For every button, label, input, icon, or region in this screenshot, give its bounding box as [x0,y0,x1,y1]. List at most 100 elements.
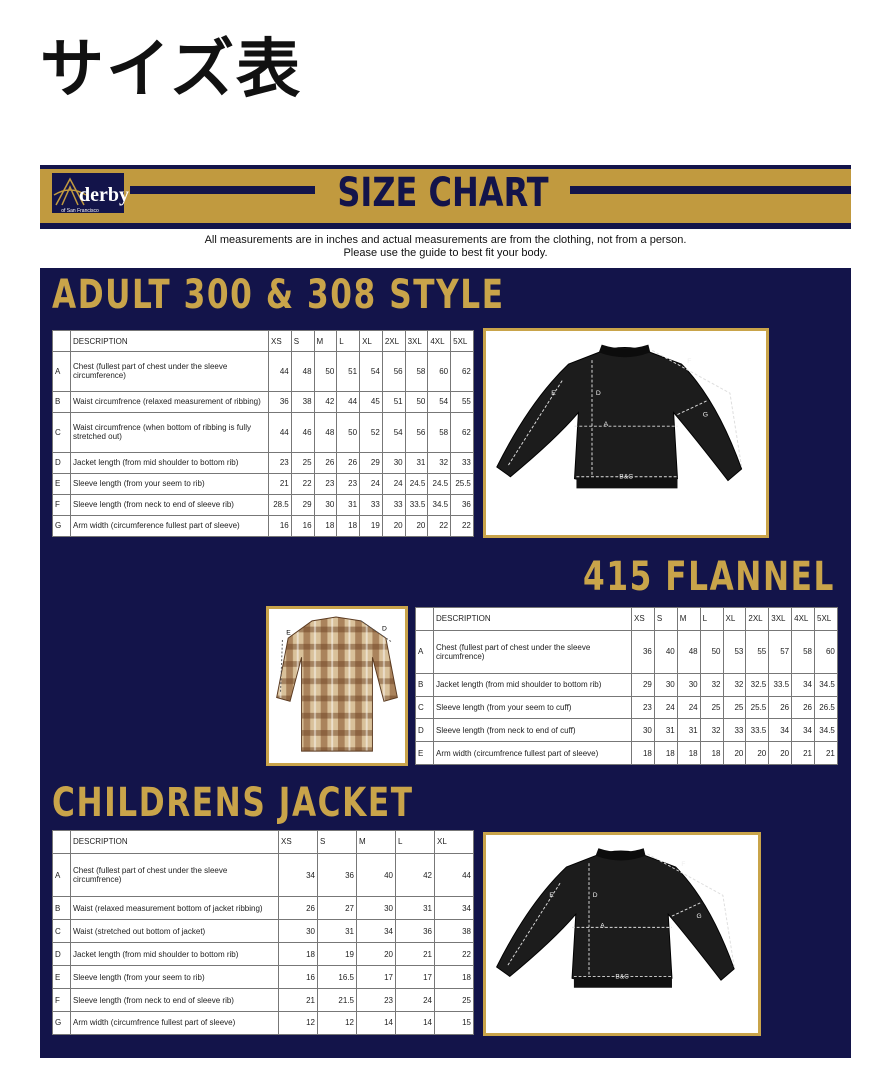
value-cell: 60 [427,351,452,392]
value-cell: 31 [653,718,678,743]
flannel-diagram: E D [266,606,408,766]
jacket-rib [573,976,672,988]
header-cell: 5XL [814,607,838,631]
value-cell: 18 [313,514,338,538]
header-row: DESCRIPTION XS S M L XL 2XL 3XL 4XL 5XL [52,329,474,353]
header-cell: XS [631,607,655,631]
row-description: Waist circumfrence (relaxed measurement … [70,390,269,413]
value-cell: 21 [278,988,318,1012]
row-description: Arm width (circumfrence fullest part of … [70,1010,279,1036]
value-cell: 18 [278,942,318,967]
size-table: DESCRIPTION XS S M L XL 2XL 3XL 4XL 5XL A Chest (fu… [415,607,838,765]
row: D Jacket length (from mid shoulder to bot… [52,451,474,474]
header-cell: 3XL [768,607,793,631]
row-letter: C [52,919,71,944]
value-cell: 14 [356,1010,396,1036]
value-cell: 26 [336,451,361,474]
value-cell: 56 [381,351,406,392]
row: F Sleeve length (from neck to end of slee… [52,493,474,516]
value-cell: 17 [395,965,435,990]
header-cell: 4XL [427,329,452,353]
header-row: DESCRIPTION XS S M L XL [52,830,474,854]
value-cell: 40 [356,852,396,898]
page-title: サイズ表 [40,33,303,107]
row: B Jacket length (from mid shoulder to bot… [415,672,838,697]
row-letter: E [52,472,71,495]
row-description: Jacket length (from mid shoulder to bott… [433,672,632,697]
row-letter: A [52,852,71,898]
value-cell: 54 [359,351,383,392]
row: B Waist circumfrence (relaxed measurement… [52,390,474,413]
value-cell: 26 [768,695,793,720]
row-letter: D [52,942,71,967]
value-cell: 34.5 [427,493,452,516]
value-cell: 23 [313,472,338,495]
value-cell: 58 [404,351,429,392]
diagram-label: D [596,390,601,397]
value-cell: 20 [722,741,747,765]
header-cell: 5XL [450,329,474,353]
value-cell: 26.5 [814,695,838,720]
value-cell: 14 [395,1010,435,1036]
value-cell: 20 [356,942,396,967]
banner-title: SIZE CHART [337,168,548,215]
value-cell: 25 [290,451,315,474]
diagram-label: E [286,629,291,636]
value-cell: 31 [676,718,701,743]
value-cell: 24.5 [404,472,429,495]
value-cell: 32 [427,451,452,474]
value-cell: 50 [699,629,724,674]
value-cell: 32.5 [745,672,770,697]
table-wrap: DESCRIPTION XS S M L XL A Chest (fullest part o… [52,830,474,1036]
row-description: Chest (fullest part of chest under the s… [433,629,632,674]
measure-line [671,902,701,917]
diagram-label: E [551,390,556,397]
row: D Sleeve length (from neck to end of cuff… [415,718,838,743]
header-cell: M [313,329,338,353]
value-cell: 55 [450,390,474,413]
value-cell: 34 [434,896,474,921]
value-cell: 25.5 [745,695,770,720]
row-letter: B [52,390,71,413]
value-cell: 36 [450,493,474,516]
diagram-label: D [382,625,387,632]
row-letter: B [415,672,434,697]
measure-line [647,853,735,968]
value-cell: 26 [313,451,338,474]
value-cell: 38 [290,390,315,413]
value-cell: 32 [722,672,747,697]
size-table: DESCRIPTION XS S M L XL 2XL 3XL 4XL 5XL A Chest (fu… [52,329,474,538]
value-cell: 54 [381,411,406,453]
cell [415,607,434,631]
diagram-label: A [604,421,609,428]
row-description: Jacket length (from mid shoulder to bott… [70,942,279,967]
value-cell: 56 [404,411,429,453]
value-cell: 36 [395,919,435,944]
value-cell: 50 [313,351,338,392]
value-cell: 36 [268,390,292,413]
row-letter: B [52,896,71,921]
value-cell: 58 [427,411,452,453]
diagram-label: F [687,358,691,365]
value-cell: 42 [395,852,435,898]
value-cell: 25 [722,695,747,720]
value-cell: 33.5 [404,493,429,516]
value-cell: 48 [290,351,315,392]
value-cell: 24 [381,472,406,495]
header-cell: DESCRIPTION [70,329,269,353]
value-cell: 18 [631,741,655,765]
value-cell: 54 [427,390,452,413]
row-description: Sleeve length (from neck to end of cuff) [433,718,632,743]
row-description: Sleeve length (from neck to end of sleev… [70,493,269,516]
value-cell: 51 [381,390,406,413]
value-cell: 24 [395,988,435,1012]
value-cell: 20 [768,741,793,765]
diagram-label: B&C [619,474,633,481]
value-cell: 44 [336,390,361,413]
value-cell: 60 [814,629,838,674]
measure-line [507,881,562,966]
value-cell: 16.5 [317,965,357,990]
row-letter: E [52,965,71,990]
value-cell: 23 [336,472,361,495]
